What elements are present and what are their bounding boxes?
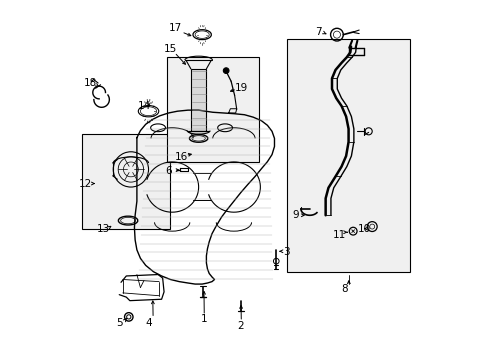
Text: 12: 12	[79, 179, 92, 189]
Text: 18: 18	[83, 78, 97, 88]
Circle shape	[223, 68, 228, 73]
Text: 19: 19	[234, 83, 247, 93]
Text: 6: 6	[165, 166, 172, 176]
Text: 4: 4	[145, 318, 152, 328]
Bar	[82, 134, 170, 229]
Text: 10: 10	[357, 224, 370, 234]
Bar	[166, 57, 258, 162]
Text: 15: 15	[163, 45, 177, 54]
Text: 13: 13	[97, 224, 110, 234]
Bar	[286, 39, 409, 272]
Text: 16: 16	[174, 152, 187, 162]
Text: 11: 11	[332, 230, 346, 240]
Text: 3: 3	[282, 247, 289, 257]
Text: 7: 7	[315, 27, 321, 37]
Text: 2: 2	[237, 321, 244, 332]
Text: 9: 9	[292, 210, 298, 220]
Text: 8: 8	[341, 284, 347, 294]
Text: 17: 17	[169, 23, 182, 33]
Polygon shape	[190, 69, 206, 131]
Text: 14: 14	[137, 101, 150, 111]
Text: 5: 5	[116, 318, 122, 328]
Text: 1: 1	[200, 314, 207, 324]
